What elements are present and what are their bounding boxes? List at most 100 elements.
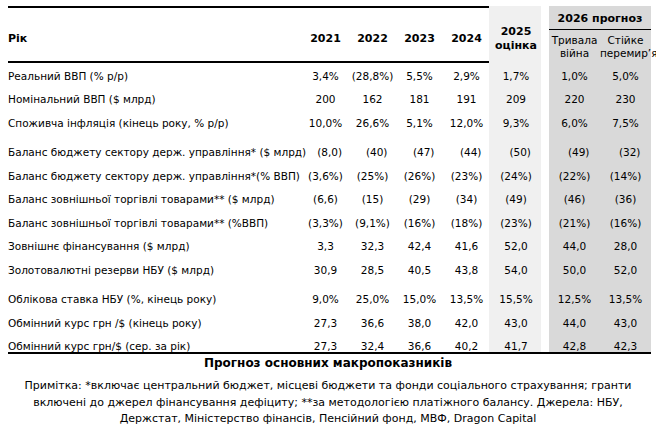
spacer xyxy=(542,6,549,63)
cell-2025-estimate: 43,0 xyxy=(490,317,542,329)
table-row: Споживча інфляція (кінець року, % р/р) 1… xyxy=(0,111,656,135)
row-label: Баланс бюджету сектору держ. управління*… xyxy=(0,146,306,158)
table-caption: Прогноз основних макропоказників xyxy=(0,356,656,370)
cell-2026-war: 42,8 xyxy=(549,340,600,352)
cell-2023: 181 xyxy=(396,93,443,105)
table-row: Обмінний курс грн/$ (сер. за рік) 27,3 3… xyxy=(0,335,656,359)
cell-2022: 28,5 xyxy=(349,264,396,276)
cell-2022: (40) xyxy=(353,146,400,158)
cell-2026-war: 44,0 xyxy=(549,240,600,252)
table-top-rule xyxy=(8,6,489,8)
cell-2021: 27,3 xyxy=(302,317,349,329)
table-row: Облікова ставка НБУ (%, кінець року) 9,0… xyxy=(0,288,656,312)
row-label: Зовнішнє фінансування ($ млрд) xyxy=(0,240,302,252)
cell-2024: 13,5% xyxy=(443,293,490,305)
cell-2024: 42,0 xyxy=(443,317,490,329)
cell-2026-truce: 52,0 xyxy=(600,264,651,276)
cell-2024: 12,0% xyxy=(443,117,490,129)
cell-2026-truce: 28,0 xyxy=(600,240,651,252)
cell-2024: 41,6 xyxy=(443,240,490,252)
cell-2022: 162 xyxy=(349,93,396,105)
cell-2025-estimate: 1,7% xyxy=(490,70,542,82)
table-footnote: Примітка: *включає центральний бюджет, м… xyxy=(8,378,648,428)
cell-2021: (3,3%) xyxy=(302,217,349,229)
cell-2026-truce: 42,3 xyxy=(600,340,651,352)
cell-2026-truce: 13,5% xyxy=(600,293,651,305)
cell-2022: 36,6 xyxy=(349,317,396,329)
cell-2026-truce: 7,5% xyxy=(600,117,651,129)
table-row: Баланс зовнішньої торгівлі товарами** (%… xyxy=(0,211,656,235)
cell-2025-estimate: (50) xyxy=(494,146,546,158)
table-row: Номінальний ВВП ($ млрд) 200 162 181 191… xyxy=(0,88,656,112)
cell-2026-war: 6,0% xyxy=(549,117,600,129)
cell-2026-truce: (36) xyxy=(600,193,651,205)
macro-forecast-table-page: Рік 2021 2022 2023 2024 2025 оцінка 2026… xyxy=(0,0,656,428)
row-label: Споживча інфляція (кінець року, % р/р) xyxy=(0,117,302,129)
cell-2026-truce: 43,0 xyxy=(600,317,651,329)
row-label: Баланс зовнішньої торгівлі товарами** (%… xyxy=(0,217,302,229)
cell-2022: (25%) xyxy=(349,170,396,182)
cell-2023: 5,5% xyxy=(396,70,443,82)
cell-2026-war: 220 xyxy=(549,93,600,105)
cell-2024: (44) xyxy=(447,146,494,158)
cell-2023: (29) xyxy=(396,193,443,205)
cell-2022: 26,6% xyxy=(349,117,396,129)
forecast-group-underline xyxy=(549,29,651,30)
table-bottom-rule xyxy=(8,352,651,354)
cell-2022: (15) xyxy=(349,193,396,205)
table-row: Золотовалютні резерви НБУ ($ млрд) 30,9 … xyxy=(0,258,656,282)
cell-2021: 10,0% xyxy=(302,117,349,129)
cell-2022: 32,3 xyxy=(349,240,396,252)
cell-2023: 15,0% xyxy=(396,293,443,305)
row-label: Золотовалютні резерви НБУ ($ млрд) xyxy=(0,264,302,276)
header-scenario-truce: Стійке перемир’я xyxy=(600,34,651,60)
header-scenario-war: Тривала війна xyxy=(549,34,600,60)
header-row-label: Рік xyxy=(0,6,302,63)
header-year-2024: 2024 xyxy=(443,6,490,63)
row-label: Номінальний ВВП ($ млрд) xyxy=(0,93,302,105)
cell-2024: (34) xyxy=(443,193,490,205)
cell-2026-truce: (32) xyxy=(604,146,655,158)
cell-2022: (28,8%) xyxy=(349,70,396,82)
cell-2021: 27,3 xyxy=(302,340,349,352)
row-label: Реальний ВВП (% р/р) xyxy=(0,70,302,82)
cell-2025-estimate: 209 xyxy=(490,93,542,105)
cell-2025-estimate: 9,3% xyxy=(490,117,542,129)
header-bottom-rule xyxy=(8,61,489,63)
row-label: Облікова ставка НБУ (%, кінець року) xyxy=(0,293,302,305)
spacer xyxy=(651,6,656,63)
table-header-row: Рік 2021 2022 2023 2024 2025 оцінка 2026… xyxy=(0,6,656,63)
cell-2021: 9,0% xyxy=(302,293,349,305)
cell-2023: 42,4 xyxy=(396,240,443,252)
cell-2025-estimate: (49) xyxy=(490,193,542,205)
table-row: Баланс бюджету сектору держ. управління*… xyxy=(0,141,656,165)
cell-2026-war: (22%) xyxy=(549,170,600,182)
forecast-scenario-headers: Тривала війна Стійке перемир’я xyxy=(549,30,651,63)
header-year-2022: 2022 xyxy=(349,6,396,63)
cell-2025-estimate: 41,7 xyxy=(490,340,542,352)
cell-2023: 38,0 xyxy=(396,317,443,329)
cell-2021: (3,6%) xyxy=(302,170,349,182)
cell-2024: 40,2 xyxy=(443,340,490,352)
forecast-group: 2026 прогноз Тривала війна Стійке переми… xyxy=(549,6,651,63)
cell-2023: (16%) xyxy=(396,217,443,229)
cell-2026-war: (46) xyxy=(549,193,600,205)
cell-2022: 25,0% xyxy=(349,293,396,305)
cell-2021: (8,0) xyxy=(306,146,353,158)
row-label: Обмінний курс грн/$ (сер. за рік) xyxy=(0,340,302,352)
cell-2026-war: 44,0 xyxy=(549,317,600,329)
table-row: Обмінний курс грн /$ (кінець року) 27,3 … xyxy=(0,311,656,335)
cell-2025-estimate: (23%) xyxy=(490,217,542,229)
cell-2023: 5,1% xyxy=(396,117,443,129)
table-row: Зовнішнє фінансування ($ млрд) 3,3 32,3 … xyxy=(0,235,656,259)
cell-2021: 200 xyxy=(302,93,349,105)
cell-2024: 43,8 xyxy=(443,264,490,276)
cell-2021: (6,6) xyxy=(302,193,349,205)
table-row: Реальний ВВП (% р/р) 3,4% (28,8%) 5,5% 2… xyxy=(0,64,656,88)
header-2025-estimate: 2025 оцінка xyxy=(490,6,542,63)
table-row: Баланс зовнішньої торгівлі товарами** ($… xyxy=(0,188,656,212)
cell-2026-war: (49) xyxy=(553,146,604,158)
row-label: Обмінний курс грн /$ (кінець року) xyxy=(0,317,302,329)
cell-2021: 3,3 xyxy=(302,240,349,252)
header-year-2023: 2023 xyxy=(396,6,443,63)
